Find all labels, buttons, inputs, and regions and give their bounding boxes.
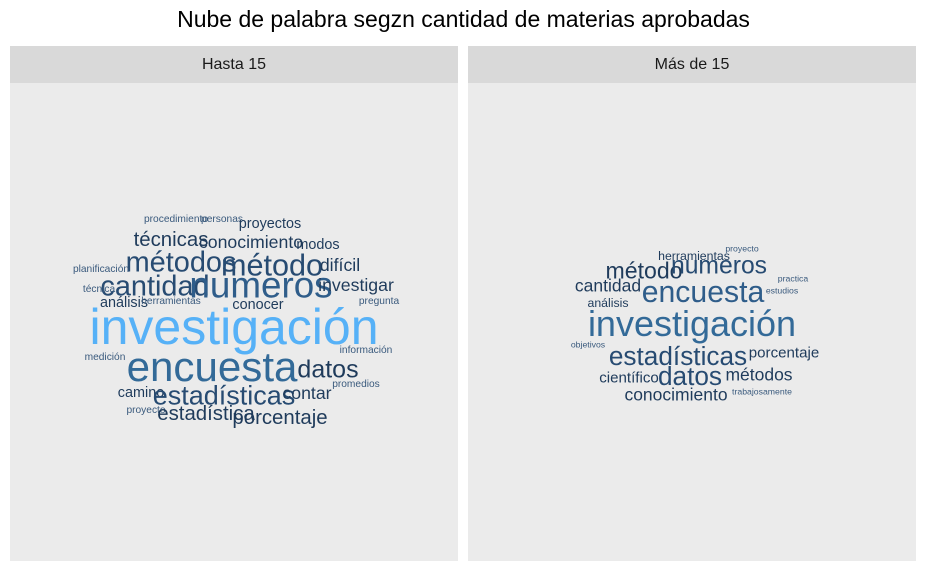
word-contar: contar bbox=[282, 383, 332, 404]
word-procedimiento: procedimiento bbox=[144, 213, 208, 225]
word-cantidad: cantidad bbox=[574, 275, 642, 296]
word-practica: practica bbox=[777, 273, 809, 284]
word-método: método bbox=[605, 257, 683, 284]
word-estadística: estadística bbox=[157, 402, 255, 425]
panel-strip-label: Hasta 15 bbox=[10, 46, 458, 83]
word-planificación: planificación bbox=[72, 263, 130, 275]
word-conocimiento: conocimiento bbox=[624, 384, 728, 405]
wordcloud-plot-area: proyecto herramientas método numeros practic… bbox=[468, 83, 916, 561]
word-pregunta: pregunta bbox=[358, 295, 400, 307]
panel-strip-label: Más de 15 bbox=[468, 46, 916, 83]
word-conocer: conocer bbox=[232, 296, 284, 313]
word-porcentaje: porcentaje bbox=[748, 344, 820, 362]
word-métodos: métodos bbox=[725, 364, 793, 385]
chart-title: Nube de palabra segzn cantidad de materi… bbox=[177, 6, 750, 32]
word-datos: datos bbox=[657, 360, 723, 391]
word-análisis: análisis bbox=[100, 294, 148, 311]
word-científico: científico bbox=[599, 369, 659, 387]
word-numeros: numeros bbox=[670, 252, 768, 280]
word-encuesta: encuesta bbox=[126, 342, 298, 390]
word-herramientas: herramientas bbox=[141, 295, 201, 307]
word-proyecto: proyecto bbox=[725, 243, 759, 254]
word-numeros: numeros bbox=[189, 264, 333, 306]
wordcloud-plot-area: procedimiento personas proyectos técnicas co… bbox=[10, 83, 458, 561]
word-información: información bbox=[339, 344, 393, 356]
word-medición: medición bbox=[84, 351, 126, 363]
panel-hasta-15: Hasta 15 procedimiento personas proyectos t… bbox=[10, 46, 458, 561]
word-proyectos: proyectos bbox=[238, 215, 302, 232]
word-camino: camino bbox=[117, 384, 165, 401]
word-encuesta: encuesta bbox=[641, 275, 765, 309]
word-cantidad: cantidad bbox=[100, 270, 210, 303]
word-investigación: investigación bbox=[587, 303, 797, 344]
word-proyecto: proyecto bbox=[126, 404, 166, 416]
word-porcentaje: porcentaje bbox=[232, 406, 328, 429]
word-técnica: técnica bbox=[82, 283, 116, 295]
word-estudios: estudios bbox=[765, 285, 799, 296]
word-personas: personas bbox=[201, 213, 243, 225]
word-técnicas: técnicas bbox=[133, 228, 209, 251]
word-análisis: análisis bbox=[587, 295, 629, 310]
word-objetivos: objetivos bbox=[570, 339, 606, 350]
word-modos: modos bbox=[296, 236, 340, 253]
word-herramientas: herramientas bbox=[658, 248, 730, 263]
word-trabajosamente: trabajosamente bbox=[732, 386, 792, 397]
word-conocimiento: conocimiento bbox=[198, 232, 304, 253]
word-promedios: promedios bbox=[332, 378, 380, 390]
word-datos: datos bbox=[297, 355, 359, 384]
word-estadísticas: estadísticas bbox=[152, 380, 296, 411]
word-investigación: investigación bbox=[89, 299, 379, 355]
word-método: método bbox=[220, 248, 324, 283]
word-difícil: difícil bbox=[319, 255, 361, 276]
panel-mas-de-15: Más de 15 proyecto herramientas método nume… bbox=[468, 46, 916, 561]
word-estadísticas: estadísticas bbox=[608, 340, 748, 371]
word-investigar: investigar bbox=[318, 275, 394, 296]
word-métodos: métodos bbox=[125, 246, 237, 279]
